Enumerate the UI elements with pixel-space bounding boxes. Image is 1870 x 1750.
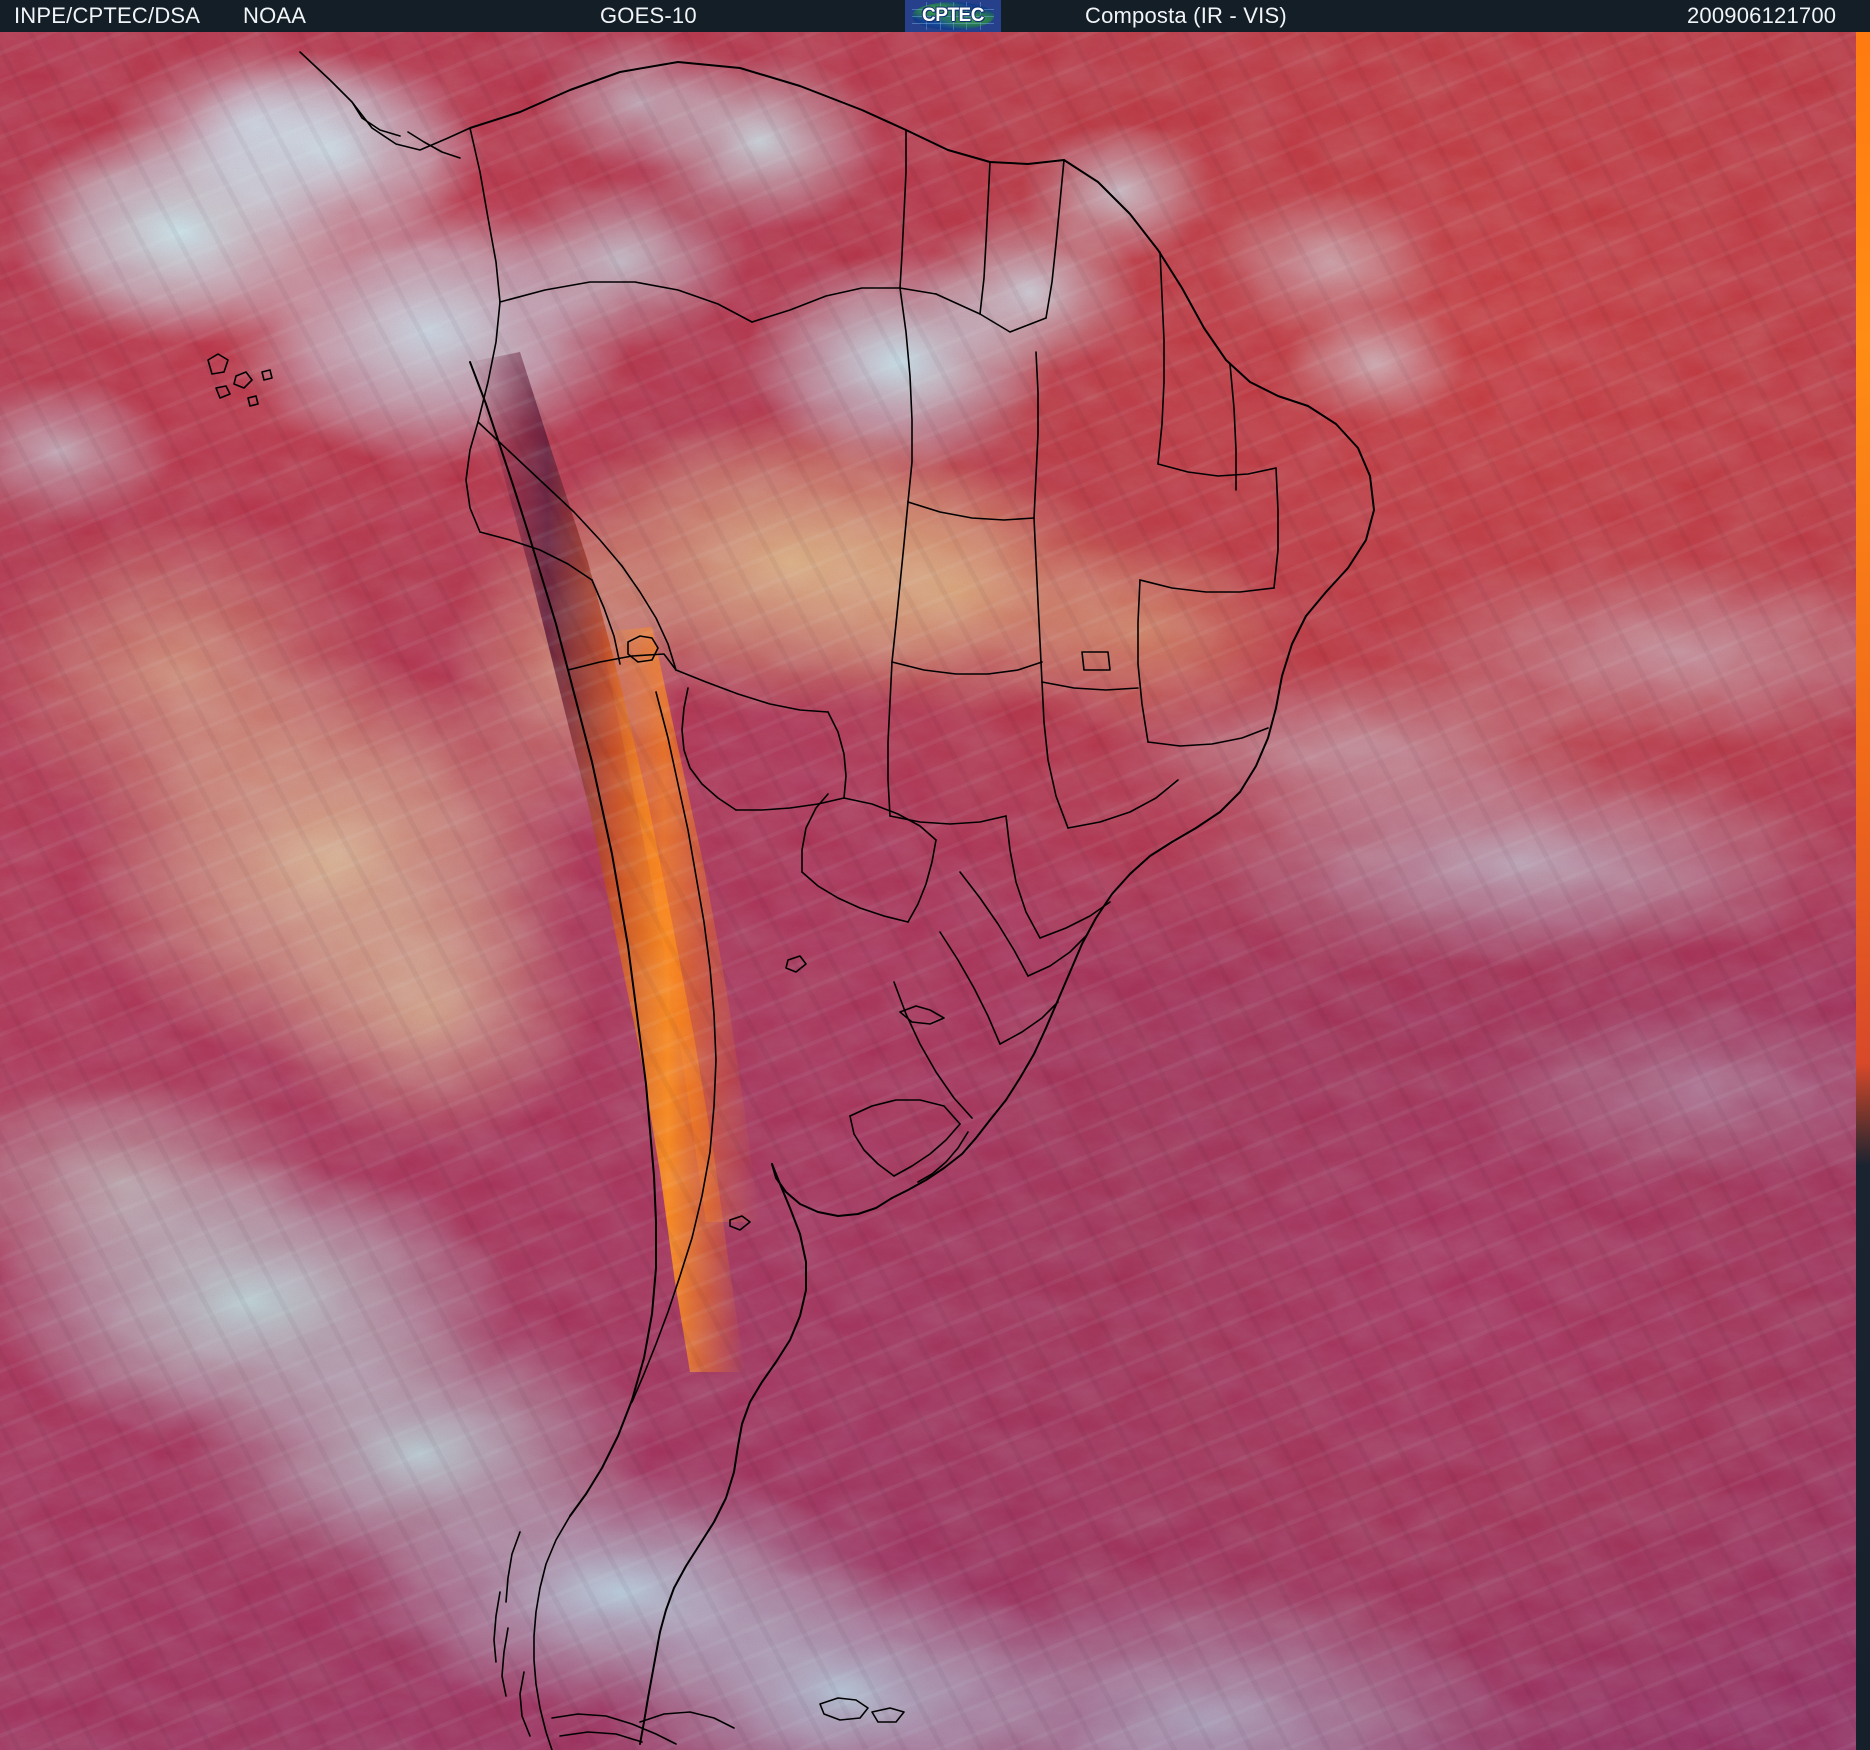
cloud-texture xyxy=(0,32,1870,1750)
satellite-label: GOES-10 xyxy=(600,3,697,28)
image-header-bar: INPE/CPTEC/DSA NOAA GOES-10 Composta (IR… xyxy=(0,0,1870,32)
satellite-image xyxy=(0,32,1870,1750)
country-borders-overlay xyxy=(0,32,1870,1750)
cptec-logo-text: CPTEC xyxy=(922,5,984,26)
timestamp-label: 200906121700 xyxy=(1687,3,1837,28)
product-label: Composta (IR - VIS) xyxy=(1085,3,1287,28)
scan-edge-strip xyxy=(1856,32,1870,1750)
globe-icon xyxy=(912,2,994,30)
cptec-logo: CPTEC xyxy=(905,0,1001,32)
institution-label: INPE/CPTEC/DSA xyxy=(14,3,201,28)
cloud-striation-layer xyxy=(0,32,1870,1750)
shadow-striation-layer xyxy=(0,32,1870,1750)
agency-label: NOAA xyxy=(243,3,307,28)
